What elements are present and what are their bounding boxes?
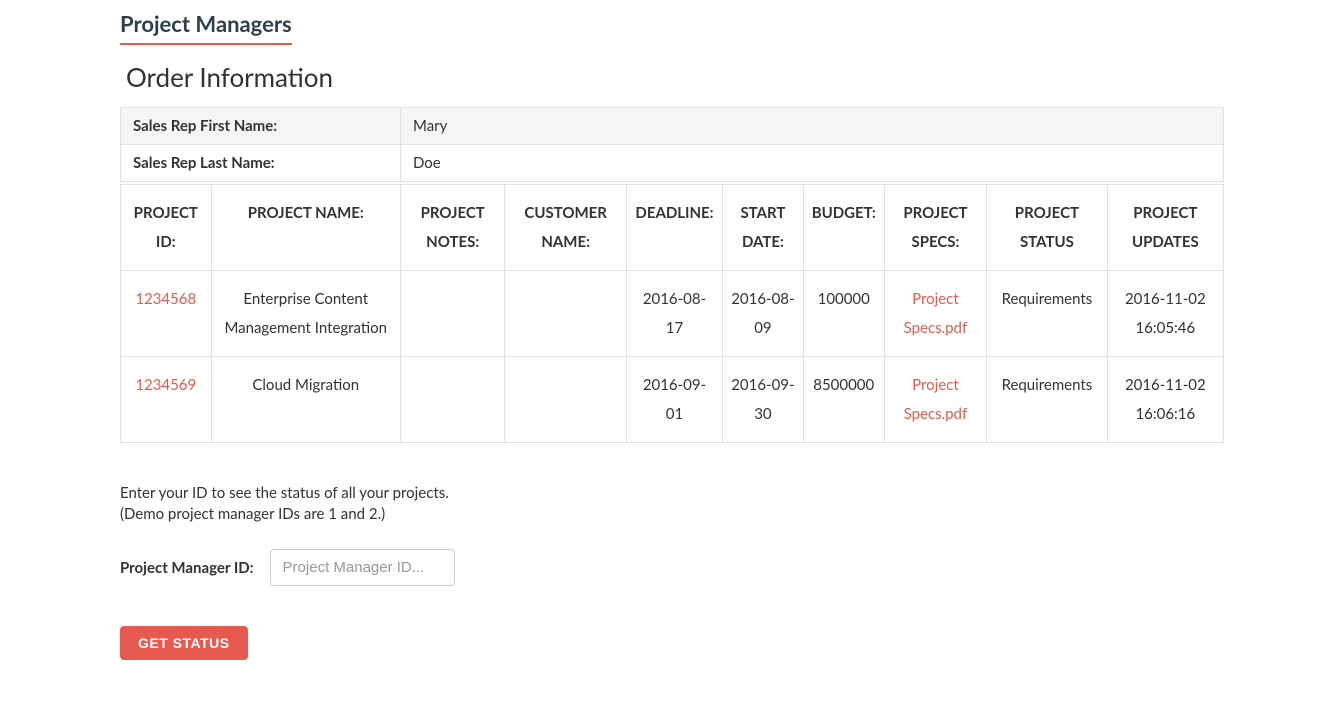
col-start-date: START DATE: bbox=[723, 185, 804, 271]
col-deadline: DEADLINE: bbox=[626, 185, 722, 271]
cell-updates: 2016-11-02 16:05:46 bbox=[1107, 271, 1223, 357]
cell-updates: 2016-11-02 16:06:16 bbox=[1107, 357, 1223, 443]
pm-id-label: Project Manager ID: bbox=[120, 559, 254, 577]
cell-customer bbox=[505, 357, 626, 443]
cell-project-notes bbox=[400, 271, 505, 357]
cell-deadline: 2016-09-01 bbox=[626, 357, 722, 443]
cell-status: Requirements bbox=[987, 271, 1108, 357]
help-text-line1: Enter your ID to see the status of all y… bbox=[120, 483, 1224, 504]
projects-table: PROJECT ID: PROJECT NAME: PROJECT NOTES:… bbox=[120, 184, 1224, 443]
cell-specs: Project Specs.pdf bbox=[884, 357, 986, 443]
col-project-status: PROJECT STATUS bbox=[987, 185, 1108, 271]
table-row: 1234569 Cloud Migration 2016-09-01 2016-… bbox=[121, 357, 1224, 443]
cell-customer bbox=[505, 271, 626, 357]
cell-project-name: Cloud Migration bbox=[211, 357, 400, 443]
sales-rep-last-name-row: Sales Rep Last Name: Doe bbox=[121, 145, 1224, 182]
cell-deadline: 2016-08-17 bbox=[626, 271, 722, 357]
project-id-link[interactable]: 1234568 bbox=[135, 290, 196, 308]
pm-id-form-row: Project Manager ID: bbox=[120, 549, 1224, 586]
col-project-name: PROJECT NAME: bbox=[211, 185, 400, 271]
project-specs-link[interactable]: Project Specs.pdf bbox=[904, 290, 968, 337]
cell-project-id: 1234569 bbox=[121, 357, 212, 443]
cell-specs: Project Specs.pdf bbox=[884, 271, 986, 357]
sales-rep-first-name-label: Sales Rep First Name: bbox=[121, 108, 401, 145]
get-status-button[interactable]: GET STATUS bbox=[120, 626, 248, 660]
col-customer-name: CUSTOMER NAME: bbox=[505, 185, 626, 271]
cell-start-date: 2016-09-30 bbox=[723, 357, 804, 443]
col-budget: BUDGET: bbox=[803, 185, 884, 271]
cell-start-date: 2016-08-09 bbox=[723, 271, 804, 357]
cell-project-name: Enterprise Content Management Integratio… bbox=[211, 271, 400, 357]
col-project-notes: PROJECT NOTES: bbox=[400, 185, 505, 271]
projects-table-header-row: PROJECT ID: PROJECT NAME: PROJECT NOTES:… bbox=[121, 185, 1224, 271]
cell-status: Requirements bbox=[987, 357, 1108, 443]
project-id-link[interactable]: 1234569 bbox=[135, 376, 196, 394]
col-project-updates: PROJECT UPDATES bbox=[1107, 185, 1223, 271]
sales-rep-first-name-value: Mary bbox=[401, 108, 1224, 145]
col-project-specs: PROJECT SPECS: bbox=[884, 185, 986, 271]
section-title: Order Information bbox=[120, 61, 1224, 93]
page-title: Project Managers bbox=[120, 10, 292, 45]
cell-project-id: 1234568 bbox=[121, 271, 212, 357]
help-text: Enter your ID to see the status of all y… bbox=[120, 483, 1224, 525]
pm-id-input[interactable] bbox=[270, 549, 455, 586]
table-row: 1234568 Enterprise Content Management In… bbox=[121, 271, 1224, 357]
sales-rep-info-table: Sales Rep First Name: Mary Sales Rep Las… bbox=[120, 107, 1224, 182]
cell-project-notes bbox=[400, 357, 505, 443]
project-specs-link[interactable]: Project Specs.pdf bbox=[904, 376, 968, 423]
cell-budget: 8500000 bbox=[803, 357, 884, 443]
sales-rep-first-name-row: Sales Rep First Name: Mary bbox=[121, 108, 1224, 145]
cell-budget: 100000 bbox=[803, 271, 884, 357]
help-text-line2: (Demo project manager IDs are 1 and 2.) bbox=[120, 504, 1224, 525]
sales-rep-last-name-value: Doe bbox=[401, 145, 1224, 182]
sales-rep-last-name-label: Sales Rep Last Name: bbox=[121, 145, 401, 182]
col-project-id: PROJECT ID: bbox=[121, 185, 212, 271]
